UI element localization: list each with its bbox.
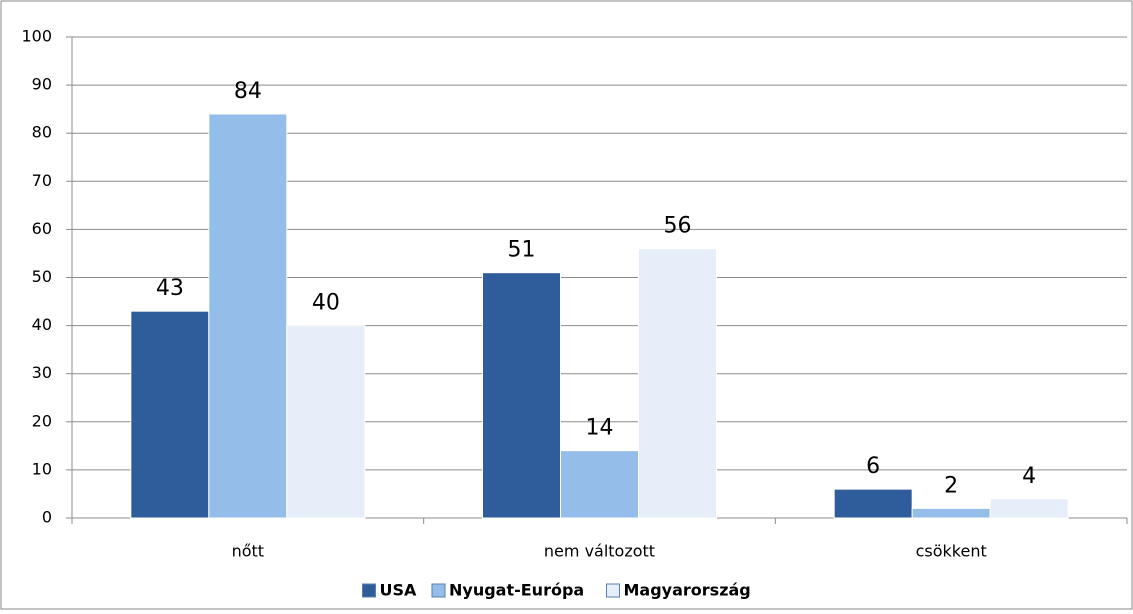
bar bbox=[286, 325, 366, 519]
data-label: 51 bbox=[508, 238, 536, 263]
y-tick-label: 20 bbox=[32, 411, 52, 430]
bar bbox=[989, 498, 1069, 519]
y-tick-label: 30 bbox=[32, 363, 52, 382]
x-tick-label: nem változott bbox=[544, 542, 655, 561]
y-tick-label: 0 bbox=[42, 508, 52, 527]
y-tick-label: 70 bbox=[32, 171, 52, 190]
y-tick-label: 100 bbox=[21, 27, 52, 46]
y-tick-label: 60 bbox=[32, 219, 52, 238]
bar bbox=[560, 450, 639, 519]
x-tick-label: csökkent bbox=[916, 542, 987, 561]
bar bbox=[833, 488, 913, 519]
bar bbox=[482, 272, 561, 519]
y-tick-label: 40 bbox=[32, 315, 52, 334]
bar bbox=[911, 507, 991, 519]
data-label: 40 bbox=[312, 291, 340, 316]
legend-label: USA bbox=[380, 581, 418, 600]
legend-swatch bbox=[362, 583, 376, 598]
data-label: 84 bbox=[234, 79, 262, 104]
data-label: 43 bbox=[156, 276, 184, 301]
legend-swatch bbox=[431, 583, 446, 598]
y-tick-label: 10 bbox=[32, 459, 52, 478]
y-tick-label: 90 bbox=[32, 75, 52, 94]
bar bbox=[638, 248, 717, 519]
bar bbox=[208, 113, 288, 519]
legend-label: Nyugat-Európa bbox=[449, 581, 584, 600]
legend-swatch bbox=[606, 583, 620, 598]
data-label: 6 bbox=[866, 454, 880, 479]
data-label: 4 bbox=[1022, 464, 1036, 489]
y-tick-label: 50 bbox=[32, 267, 52, 286]
legend-label: Magyarország bbox=[624, 581, 751, 600]
data-label: 14 bbox=[586, 416, 614, 441]
x-tick-label: nőtt bbox=[232, 542, 264, 561]
data-label: 2 bbox=[944, 473, 958, 498]
bar bbox=[130, 310, 210, 519]
data-label: 56 bbox=[664, 214, 692, 239]
y-tick-label: 80 bbox=[32, 123, 52, 142]
